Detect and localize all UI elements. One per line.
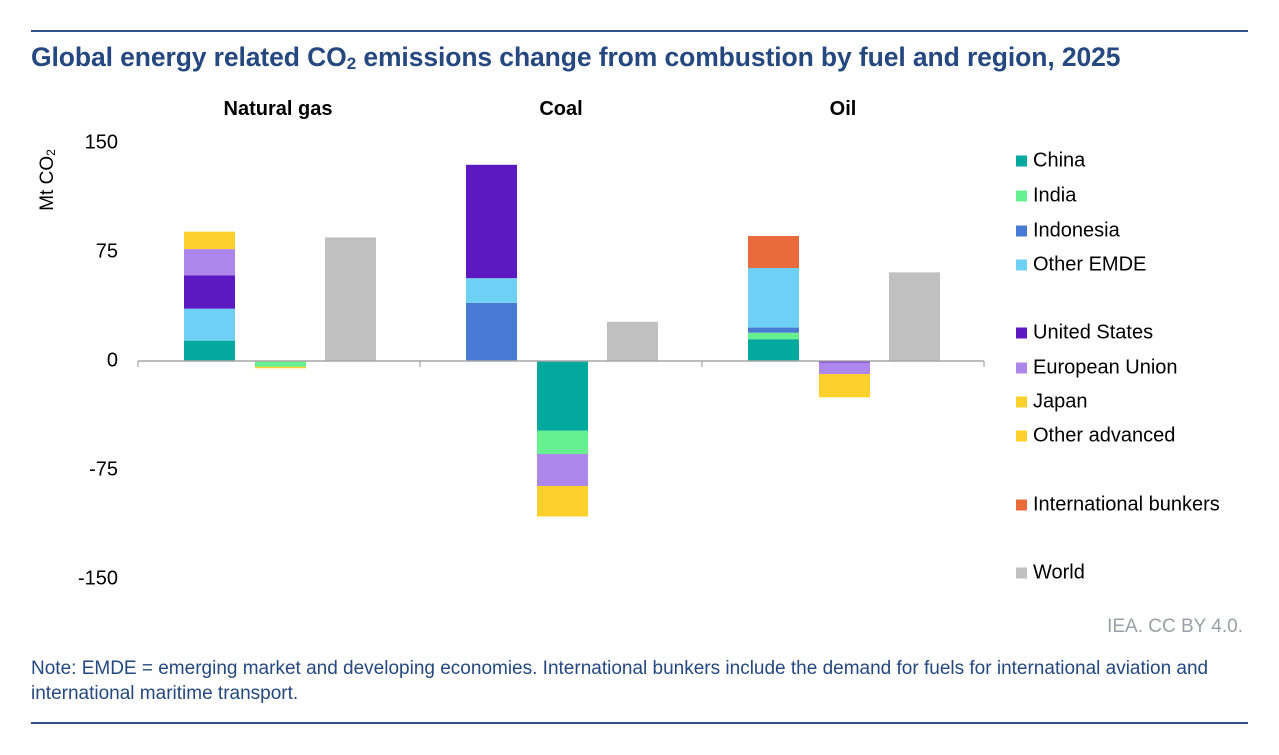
bar-segment-world: [325, 237, 376, 361]
bar-segment-international-bunkers: [748, 236, 799, 268]
legend-swatch: [1016, 327, 1027, 339]
legend-item-united-states: United States: [1016, 322, 1153, 345]
bar-segment-other-advanced: [255, 366, 306, 369]
source-credit: IEA. CC BY 4.0.: [1107, 616, 1243, 637]
y-tick-label: -150: [77, 567, 118, 590]
bar-segment-european-union: [537, 454, 588, 486]
legend-label: Other advanced: [1033, 424, 1176, 447]
bar-segment-china: [748, 339, 799, 361]
title-subscript: 2: [346, 54, 357, 73]
legend-label: Japan: [1033, 390, 1088, 413]
bar-segment-indonesia: [466, 302, 517, 361]
bar-segment-indonesia: [748, 327, 799, 333]
legend-label: Other EMDE: [1033, 253, 1147, 276]
group-label-oil: Oil: [829, 98, 857, 120]
group-label-coal: Coal: [539, 98, 583, 120]
legend-swatch: [1016, 430, 1027, 442]
legend-label: World: [1033, 561, 1085, 584]
legend-label: International bunkers: [1033, 493, 1220, 516]
bar-segment-united-states: [466, 164, 517, 279]
bar-segment-european-union: [184, 249, 235, 276]
bar-segment-other-emde: [466, 278, 517, 303]
bar-segment-japan: [819, 374, 870, 398]
legend-item-china: China: [1016, 150, 1085, 173]
legend-item-international-bunkers: International bunkers: [1016, 494, 1220, 517]
legend-label: European Union: [1033, 356, 1178, 379]
bar-segment-other-emde: [748, 267, 799, 328]
bar-segment-european-union: [819, 362, 870, 375]
legend-item-other-emde: Other EMDE: [1016, 254, 1146, 277]
bar-segment-india: [537, 430, 588, 455]
group-label-natural-gas: Natural gas: [223, 98, 333, 120]
bottom-rule: [31, 722, 1248, 724]
legend-label: China: [1033, 149, 1086, 172]
legend-swatch: [1016, 362, 1027, 374]
legend-swatch: [1016, 567, 1027, 579]
bar-segment-other-advanced: [184, 231, 235, 250]
chart-note: Note: EMDE = emerging market and develop…: [31, 658, 1209, 704]
legend-item-india: India: [1016, 185, 1076, 208]
legend-swatch: [1016, 190, 1027, 202]
title-text: Global energy related CO: [31, 42, 347, 72]
legend-label: Indonesia: [1033, 219, 1120, 242]
top-rule: [31, 30, 1248, 32]
legend-item-other-advanced: Other advanced: [1016, 425, 1175, 448]
legend-swatch: [1016, 499, 1027, 511]
y-tick-label: 75: [95, 240, 118, 263]
bar-segment-india: [255, 361, 306, 367]
bar-segment-china: [184, 340, 235, 361]
legend-item-japan: Japan: [1016, 391, 1088, 414]
legend-swatch: [1016, 396, 1027, 408]
legend-swatch: [1016, 225, 1027, 237]
bar-segment-other-emde: [184, 308, 235, 341]
bar-segment-china: [537, 361, 588, 431]
bar-segment-india: [748, 332, 799, 340]
bar-segment-japan: [537, 485, 588, 517]
legend-label: United States: [1033, 321, 1154, 344]
title-text-suffix: emissions change from combustion by fuel…: [356, 42, 1121, 72]
y-tick-label: -75: [89, 458, 118, 481]
legend-item-world: World: [1016, 562, 1085, 585]
chart-title: Global energy related CO2 emissions chan…: [31, 42, 1121, 73]
legend-item-indonesia: Indonesia: [1016, 220, 1120, 243]
legend-label: India: [1033, 184, 1077, 207]
bar-segment-united-states: [184, 275, 235, 309]
y-tick-label: 150: [84, 131, 118, 154]
legend-swatch: [1016, 259, 1027, 271]
bar-segment-world: [607, 321, 658, 361]
legend-swatch: [1016, 155, 1027, 167]
y-tick-label: 0: [106, 349, 118, 372]
bar-segment-world: [889, 272, 940, 361]
legend-item-european-union: European Union: [1016, 357, 1178, 380]
